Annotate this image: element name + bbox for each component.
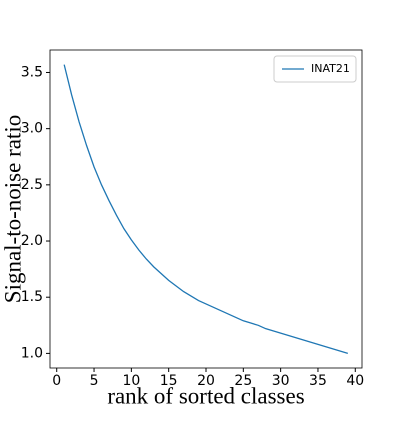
y-tick-label: 3.0 bbox=[21, 121, 43, 137]
x-tick-label: 20 bbox=[197, 373, 215, 389]
x-tick-label: 35 bbox=[309, 373, 327, 389]
x-tick-label: 25 bbox=[234, 373, 252, 389]
y-axis-label: Signal-to-noise ratio bbox=[0, 115, 25, 303]
y-tick-label: 2.0 bbox=[21, 233, 43, 249]
y-tick-label: 1.0 bbox=[21, 345, 43, 361]
x-tick-label: 30 bbox=[272, 373, 290, 389]
x-axis-label: rank of sorted classes bbox=[107, 383, 304, 408]
y-tick-label: 1.5 bbox=[21, 289, 43, 305]
x-tick-label: 15 bbox=[160, 373, 178, 389]
legend-box bbox=[273, 55, 357, 83]
x-tick-label: 40 bbox=[346, 373, 364, 389]
y-tick-label: 3.5 bbox=[21, 64, 43, 80]
x-tick-label: 10 bbox=[122, 373, 140, 389]
y-tick-label: 2.5 bbox=[21, 177, 43, 193]
line bbox=[63, 64, 349, 355]
x-tick-label: 5 bbox=[90, 373, 99, 389]
plot-frame bbox=[49, 49, 363, 369]
legend-label: INAT21 bbox=[311, 62, 350, 75]
x-tick-label: 0 bbox=[52, 373, 61, 389]
